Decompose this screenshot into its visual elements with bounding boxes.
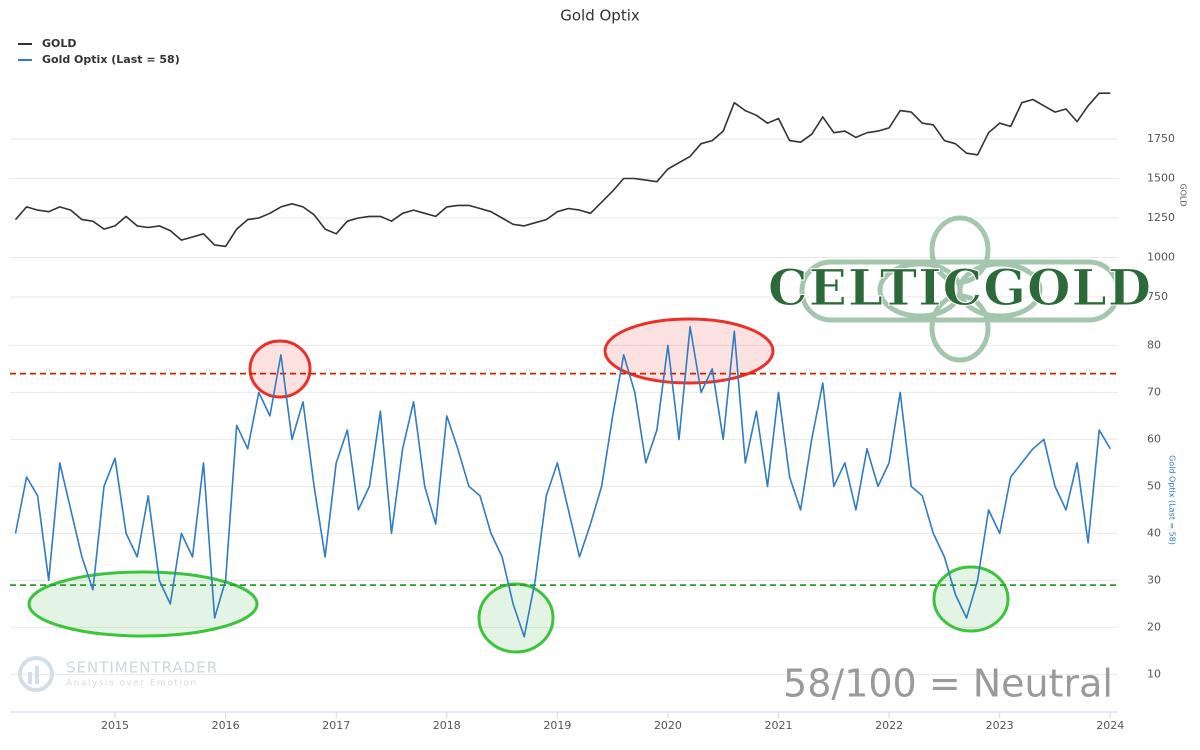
y2-tick-label: 80 bbox=[1147, 338, 1161, 351]
x-tick-label: 2015 bbox=[101, 719, 129, 732]
y-tick-label: 1250 bbox=[1147, 211, 1175, 224]
y-tick-label: 1000 bbox=[1147, 251, 1175, 264]
watermark-tagline: Analysis over Emotion bbox=[66, 679, 198, 689]
logo: CELTICGOLD bbox=[767, 215, 1152, 363]
x-tick-label: 2023 bbox=[986, 719, 1014, 732]
highlight-ellipse bbox=[27, 570, 259, 638]
grid bbox=[10, 138, 1118, 675]
y2-axis-title: Gold Optix (Last = 58) bbox=[1168, 455, 1177, 545]
chart-title: Gold Optix bbox=[560, 7, 640, 25]
logo-text: CELTICGOLD bbox=[768, 258, 1152, 317]
x-tick-label: 2021 bbox=[765, 719, 793, 732]
watermark-text: SENTIMENTRADER bbox=[66, 659, 218, 677]
x-tick-label: 2022 bbox=[875, 719, 903, 732]
annotation: 58/100 = Neutral bbox=[783, 662, 1113, 706]
y2-tick-label: 50 bbox=[1147, 479, 1161, 492]
highlight-ellipse bbox=[248, 339, 312, 399]
series-line bbox=[14, 325, 1111, 638]
y2-tick-label: 60 bbox=[1147, 432, 1161, 445]
x-tick-label: 2024 bbox=[1096, 719, 1124, 732]
highlight-ellipse bbox=[932, 565, 1010, 633]
y2-tick-label: 70 bbox=[1147, 385, 1161, 398]
y2-tick-label: 30 bbox=[1147, 573, 1161, 586]
legend-label: GOLD bbox=[42, 37, 77, 50]
y2-tick-label: 40 bbox=[1147, 526, 1161, 539]
y2-tick-label: 20 bbox=[1147, 620, 1161, 633]
x-tick-label: 2020 bbox=[654, 719, 682, 732]
x-tick-label: 2018 bbox=[433, 719, 461, 732]
y-tick-label: 1500 bbox=[1147, 172, 1175, 185]
x-tick-label: 2017 bbox=[322, 719, 350, 732]
y-axis-title: GOLD bbox=[1179, 183, 1188, 206]
y2-tick-label: 10 bbox=[1147, 667, 1161, 680]
x-tick-label: 2016 bbox=[212, 719, 240, 732]
y-tick-label: 750 bbox=[1147, 290, 1168, 303]
watermark: SENTIMENTRADER Analysis over Emotion bbox=[18, 656, 218, 692]
series-line bbox=[14, 92, 1111, 248]
legend-label: Gold Optix (Last = 58) bbox=[42, 53, 180, 66]
highlight-ellipse bbox=[477, 582, 555, 654]
y-tick-label: 1750 bbox=[1147, 132, 1175, 145]
x-tick-label: 2019 bbox=[543, 719, 571, 732]
